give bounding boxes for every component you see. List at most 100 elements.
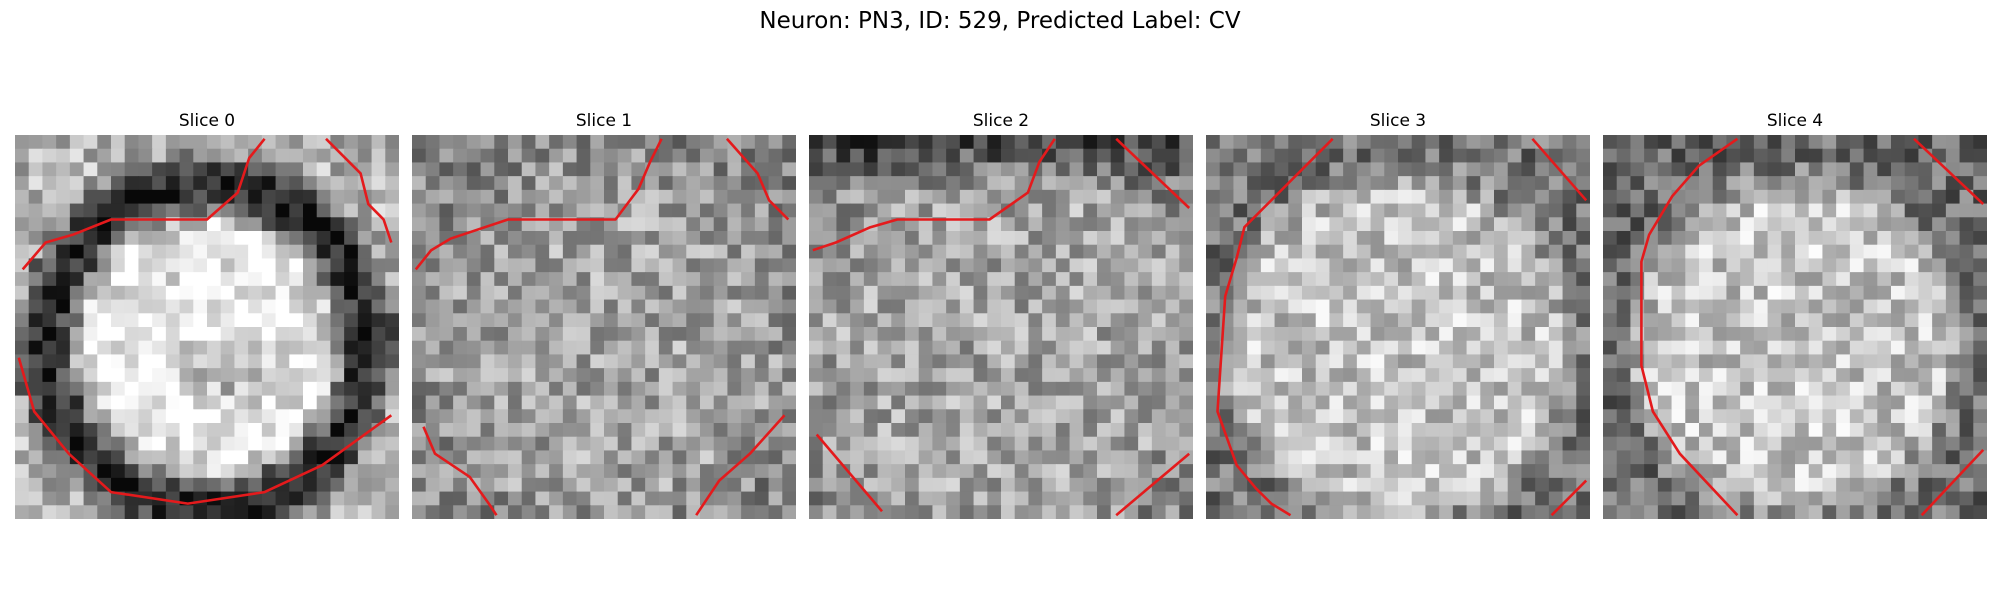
pixel xyxy=(494,176,509,191)
pixel xyxy=(809,450,824,465)
pixel xyxy=(1425,176,1440,191)
pixel xyxy=(1110,368,1126,383)
pixel xyxy=(1384,258,1399,273)
pixel xyxy=(535,505,550,519)
pixel xyxy=(1795,423,1810,438)
pixel xyxy=(1425,313,1440,328)
pixel xyxy=(1411,272,1427,287)
pixel xyxy=(425,368,441,383)
pixel xyxy=(672,313,687,328)
pixel xyxy=(1302,327,1317,342)
pixel xyxy=(1562,340,1577,356)
pixel xyxy=(1343,272,1358,287)
pixel xyxy=(138,162,153,177)
pixel xyxy=(1069,368,1084,383)
pixel xyxy=(1274,258,1289,273)
pixel xyxy=(1671,217,1686,232)
pixel xyxy=(713,189,729,205)
pixel xyxy=(1001,231,1016,246)
pixel xyxy=(1795,189,1810,205)
pixel xyxy=(973,327,988,342)
pixel xyxy=(822,285,838,301)
pixel xyxy=(1411,313,1427,328)
pixel xyxy=(494,285,509,301)
pixel xyxy=(1548,148,1564,164)
pixel xyxy=(822,464,838,479)
pixel xyxy=(549,189,564,205)
pixel xyxy=(412,450,427,465)
pixel xyxy=(207,381,222,397)
pixel xyxy=(1466,423,1481,438)
pixel xyxy=(1466,354,1481,369)
pixel xyxy=(1466,395,1481,410)
pixel xyxy=(425,477,441,493)
pixel xyxy=(1398,327,1413,342)
pixel xyxy=(303,148,318,164)
pixel xyxy=(1315,354,1331,369)
pixel xyxy=(576,477,591,493)
pixel xyxy=(905,189,920,205)
pixel xyxy=(179,203,194,218)
pixel xyxy=(932,409,947,424)
pixel xyxy=(1124,244,1139,260)
pixel xyxy=(1452,477,1468,493)
pixel xyxy=(631,231,646,246)
pixel xyxy=(1260,395,1276,410)
panel-title: Slice 0 xyxy=(178,111,236,131)
pixel xyxy=(1959,368,1974,383)
pixel xyxy=(508,176,523,191)
pixel xyxy=(1657,354,1673,369)
pixel xyxy=(863,381,879,397)
pixel xyxy=(1055,395,1071,410)
pixel xyxy=(289,368,304,383)
pixel xyxy=(111,477,126,493)
pixel xyxy=(1411,354,1427,369)
pixel xyxy=(1398,423,1413,438)
pixel xyxy=(1973,340,1987,356)
pixel xyxy=(1699,135,1714,150)
pixel xyxy=(1507,135,1523,150)
pixel xyxy=(1329,395,1344,410)
pixel xyxy=(371,505,386,519)
pixel xyxy=(1179,231,1193,246)
pixel xyxy=(344,258,359,273)
pixel xyxy=(1699,231,1714,246)
pixel xyxy=(1548,272,1564,287)
pixel xyxy=(1753,505,1769,519)
pixel xyxy=(1124,176,1139,191)
pixel xyxy=(877,203,892,218)
pixel xyxy=(1712,231,1728,246)
pixel xyxy=(836,423,851,438)
pixel xyxy=(111,231,126,246)
pixel xyxy=(1740,285,1755,301)
pixel xyxy=(782,477,796,493)
pixel xyxy=(1179,395,1193,410)
pixel xyxy=(1097,340,1112,356)
pixel xyxy=(1822,368,1837,383)
pixel xyxy=(1439,299,1454,314)
pixel xyxy=(1699,313,1714,328)
pixel xyxy=(1576,368,1590,383)
pixel xyxy=(179,409,194,424)
pixel xyxy=(891,231,906,246)
pixel xyxy=(1343,368,1358,383)
pixel xyxy=(494,409,509,424)
pixel xyxy=(535,368,550,383)
pixel xyxy=(1494,477,1509,493)
pixel xyxy=(1699,327,1714,342)
pixel xyxy=(727,258,742,273)
pixel xyxy=(1836,477,1851,493)
pixel xyxy=(1466,203,1481,218)
pixel xyxy=(590,436,605,452)
pixel xyxy=(425,162,441,177)
pixel xyxy=(576,162,591,177)
pixel xyxy=(891,203,906,218)
pixel xyxy=(1110,354,1126,369)
pixel xyxy=(207,313,222,328)
pixel xyxy=(1042,258,1057,273)
pixel xyxy=(1932,436,1947,452)
pixel xyxy=(1288,340,1303,356)
pixel xyxy=(863,409,879,424)
pixel xyxy=(822,423,838,438)
pixel xyxy=(850,148,865,164)
